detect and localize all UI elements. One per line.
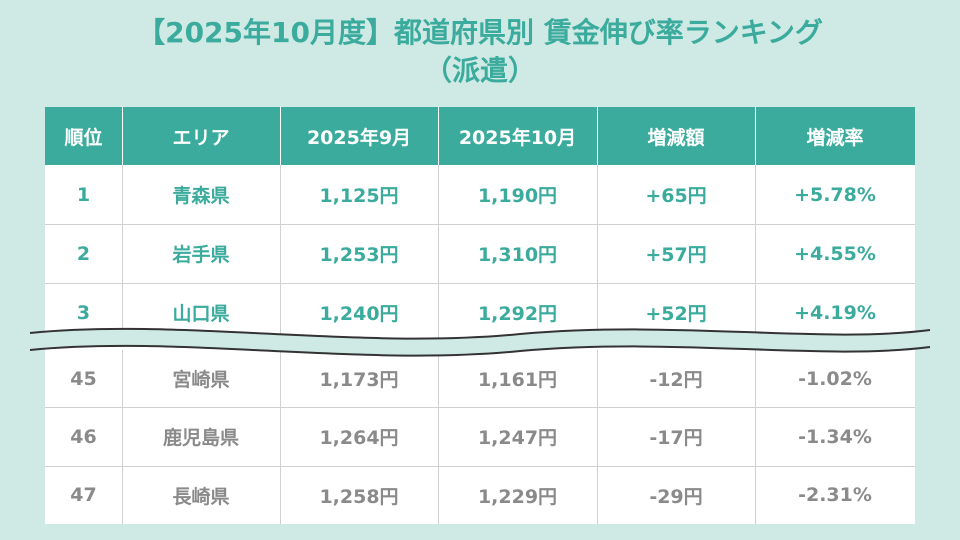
cell-diff: +57円 bbox=[645, 244, 707, 266]
cell-sep-wage: 1,125円 bbox=[319, 185, 399, 207]
row-divider bbox=[45, 224, 915, 225]
cell-oct-wage: 1,229円 bbox=[477, 485, 558, 508]
header-divider bbox=[438, 107, 439, 165]
header-divider bbox=[280, 107, 281, 165]
column-divider bbox=[122, 165, 123, 342]
cell-area: 山口県 bbox=[172, 303, 230, 325]
break-line bbox=[29, 327, 931, 340]
cell-sep-wage: 1,240円 bbox=[319, 303, 399, 325]
cell-rank: 2 bbox=[76, 242, 91, 265]
cell-diff: +52円 bbox=[645, 303, 707, 325]
cell-sep-wage: 1,264円 bbox=[319, 427, 399, 449]
cell-sep-wage: 1,258円 bbox=[319, 485, 399, 508]
cell-rate: -2.31% bbox=[798, 484, 872, 506]
cell-area: 長崎県 bbox=[172, 485, 230, 508]
column-divider bbox=[755, 350, 756, 524]
column-divider bbox=[280, 350, 281, 524]
column-divider bbox=[438, 165, 439, 342]
cell-oct-wage: 1,190円 bbox=[477, 185, 558, 207]
page-title: 【2025年10月度】都道府県別 賃金伸び率ランキング （派遣） bbox=[0, 14, 960, 90]
header-cell-rank: 順位 bbox=[64, 126, 103, 149]
cell-area: 宮崎県 bbox=[172, 369, 230, 391]
header-cell-sep-wage: 2025年9月 bbox=[306, 126, 412, 149]
header-cell-oct-wage: 2025年10月 bbox=[458, 126, 577, 149]
cell-oct-wage: 1,161円 bbox=[477, 369, 558, 391]
ranking-table: 順位 エリア 2025年9月 2025年10月 増減額 増減率 1 青森県 1,125円 1,1… bbox=[45, 107, 915, 524]
cell-rate: +4.55% bbox=[794, 242, 876, 265]
cell-area: 青森県 bbox=[172, 185, 230, 207]
column-divider bbox=[597, 165, 598, 342]
column-divider bbox=[280, 165, 281, 342]
cell-rank: 45 bbox=[70, 367, 97, 390]
column-divider bbox=[438, 350, 439, 524]
cell-area: 鹿児島県 bbox=[162, 427, 239, 449]
cell-diff: +65円 bbox=[645, 185, 707, 207]
cell-rate: -1.02% bbox=[798, 367, 872, 390]
break-fill bbox=[30, 328, 930, 356]
cell-oct-wage: 1,247円 bbox=[477, 427, 558, 449]
cell-rate: +4.19% bbox=[794, 301, 876, 324]
cell-oct-wage: 1,292円 bbox=[477, 303, 558, 325]
header-cell-diff: 増減額 bbox=[647, 126, 705, 149]
cell-diff: -17円 bbox=[649, 427, 703, 449]
cell-rate: -1.34% bbox=[798, 425, 872, 448]
cell-oct-wage: 1,310円 bbox=[477, 244, 558, 266]
row-divider bbox=[45, 283, 915, 284]
row-divider bbox=[45, 466, 915, 467]
column-divider bbox=[597, 350, 598, 524]
cell-rank: 47 bbox=[70, 484, 97, 506]
title-line-2: （派遣） bbox=[423, 54, 536, 87]
row-divider bbox=[45, 407, 915, 408]
header-cell-rate: 増減率 bbox=[806, 126, 864, 149]
header-divider bbox=[122, 107, 123, 165]
header-divider bbox=[755, 107, 756, 165]
title-line-1: 【2025年10月度】都道府県別 賃金伸び率ランキング bbox=[137, 16, 823, 49]
cell-rank: 46 bbox=[70, 425, 97, 448]
cell-sep-wage: 1,253円 bbox=[319, 244, 399, 266]
cell-rank: 3 bbox=[76, 301, 91, 324]
cell-rank: 1 bbox=[76, 183, 91, 206]
cell-sep-wage: 1,173円 bbox=[319, 369, 399, 391]
cell-diff: -29円 bbox=[649, 485, 703, 508]
break-line bbox=[29, 344, 931, 357]
header-cell-area: エリア bbox=[172, 126, 230, 149]
column-divider bbox=[122, 350, 123, 524]
cell-diff: -12円 bbox=[649, 369, 703, 391]
header-divider bbox=[597, 107, 598, 165]
table-header: 順位 エリア 2025年9月 2025年10月 増減額 増減率 bbox=[45, 107, 915, 165]
cell-area: 岩手県 bbox=[172, 244, 230, 266]
column-divider bbox=[755, 165, 756, 342]
cell-rate: +5.78% bbox=[794, 183, 876, 206]
